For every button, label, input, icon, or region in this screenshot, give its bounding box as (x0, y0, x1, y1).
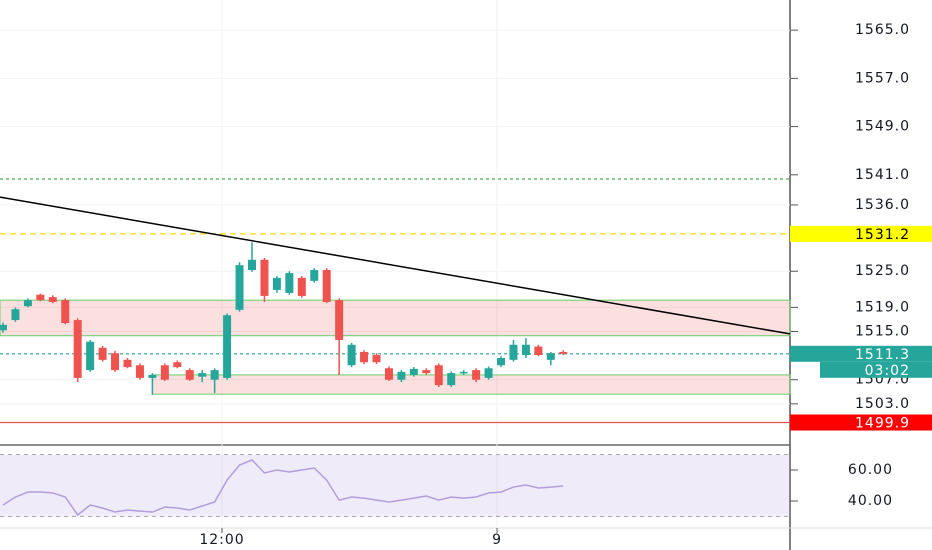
candle-body (472, 370, 481, 380)
candle-body (185, 370, 194, 380)
candle-body (422, 370, 431, 374)
price-label-bg (790, 414, 932, 431)
price-label: 1499.9 (855, 416, 910, 432)
candle-body (285, 273, 294, 293)
y-tick-label: 1541.0 (855, 167, 910, 183)
y-tick-label: 1565.0 (855, 22, 910, 38)
y-tick-label: 1515.0 (855, 324, 910, 340)
indicator-line (2, 459, 564, 517)
candle-body (347, 344, 356, 366)
candle-body (61, 300, 70, 324)
y-tick-label: 1549.0 (855, 119, 910, 135)
candle-body (223, 315, 232, 378)
y-tick-label: 1519.0 (855, 299, 910, 315)
countdown-bg (820, 361, 932, 378)
indicator-band (0, 454, 790, 517)
candle-body (521, 344, 530, 356)
y-tick-label: 40.00 (848, 493, 893, 509)
candle-body (11, 309, 20, 321)
zone (151, 374, 791, 395)
candle-body (434, 365, 443, 386)
y-tick-label: 60.00 (848, 462, 893, 478)
price-label: 1511.3 (855, 347, 910, 363)
candle-body (148, 374, 157, 378)
candle-body (484, 368, 493, 378)
candle-body (372, 355, 381, 363)
candle-body (235, 265, 244, 310)
candle-body (173, 362, 182, 368)
candle-body (86, 341, 95, 371)
candle-body (297, 277, 306, 296)
candle-body (310, 270, 319, 281)
candle-body (36, 294, 45, 301)
candle-body (73, 320, 82, 378)
candle-body (509, 344, 518, 360)
candle-body (160, 365, 169, 380)
countdown: 03:02 (865, 363, 910, 379)
candle-body (335, 300, 344, 340)
y-tick-label: 1536.0 (855, 197, 910, 213)
candle-body (459, 371, 468, 374)
candle-body (409, 368, 418, 375)
price-label: 1531.2 (855, 227, 910, 243)
candle-body (397, 371, 406, 380)
x-tick-label: 9 (492, 532, 502, 548)
candle-body (135, 365, 144, 378)
candle-body (360, 352, 369, 363)
candle-body (534, 346, 543, 356)
candle-body (98, 347, 107, 360)
y-tick-label: 1503.0 (855, 396, 910, 412)
candle-body (546, 353, 555, 360)
x-tick-label: 12:00 (199, 532, 244, 548)
trendline (0, 196, 791, 335)
candle-body (0, 324, 7, 331)
candle-body (123, 359, 132, 368)
y-tick-label: 1557.0 (855, 70, 910, 86)
candle-body (497, 358, 506, 366)
candle-body (447, 373, 456, 386)
candle-body (322, 270, 331, 302)
candle-body (248, 259, 257, 271)
zone (0, 299, 791, 337)
candle-body (384, 368, 393, 380)
price-label-bg (790, 345, 932, 362)
candle-body (23, 300, 32, 307)
candle-body (198, 373, 207, 377)
candle-body (272, 277, 281, 290)
y-tick-label: 1525.0 (855, 263, 910, 279)
candle-body (111, 353, 120, 371)
candle-body (48, 297, 57, 302)
candle-body (260, 259, 269, 296)
candle-body (559, 352, 568, 354)
price-label-bg (790, 225, 932, 242)
candle-body (210, 370, 219, 380)
